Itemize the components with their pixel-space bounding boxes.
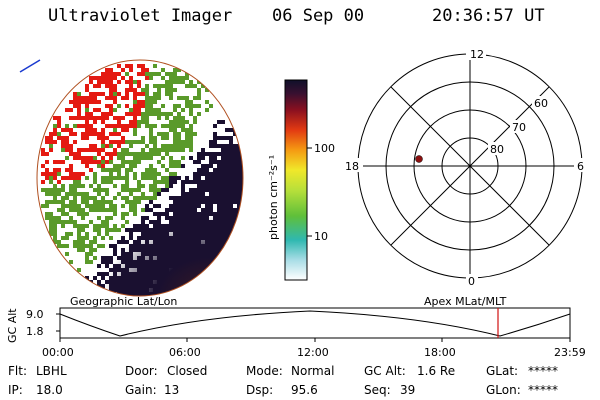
mlt-label-6: 6 xyxy=(577,160,584,173)
x-tick-1800: 18:00 xyxy=(424,346,456,359)
colorbar-tick-10: 10 xyxy=(314,230,328,243)
lat-label-70: 70 xyxy=(512,121,526,134)
ip-value: 18.0 xyxy=(36,383,63,397)
seq-value: 39 xyxy=(400,383,415,397)
altitude-curve xyxy=(59,310,571,337)
colorbar xyxy=(284,79,308,281)
time-label: 20:36:57 UT xyxy=(432,6,545,26)
glon-value: ***** xyxy=(528,383,558,397)
polar-grid xyxy=(357,53,583,279)
gc-alt-label: GC Alt: xyxy=(364,364,406,378)
x-tick-0000: 00:00 xyxy=(42,346,74,359)
gain-value: 13 xyxy=(164,383,179,397)
timeline-frame xyxy=(59,307,571,339)
lat-label-80: 80 xyxy=(490,143,504,156)
mlt-label-0: 0 xyxy=(468,275,475,288)
flt-label: Flt: xyxy=(8,364,27,378)
glat-label: GLat: xyxy=(486,364,518,378)
mlt-label-18: 18 xyxy=(345,160,359,173)
gc-alt-value: 1.6 Re xyxy=(417,364,455,378)
timeline-right-title: Apex MLat/MLT xyxy=(424,295,507,308)
uv-image xyxy=(37,60,243,296)
glat-value: ***** xyxy=(528,364,558,378)
dsp-value: 95.6 xyxy=(291,383,318,397)
mlt-label-12: 12 xyxy=(470,48,484,61)
ip-label: IP: xyxy=(8,383,23,397)
x-tick-1200: 12:00 xyxy=(297,346,329,359)
door-value: Closed xyxy=(167,364,207,378)
mode-value: Normal xyxy=(291,364,334,378)
lat-label-60: 60 xyxy=(534,97,548,110)
gain-label: Gain: xyxy=(125,383,157,397)
colorbar-unit-label: photon cm⁻²s⁻¹ xyxy=(267,155,280,240)
x-tick-2359: 23:59 xyxy=(554,346,586,359)
door-label: Door: xyxy=(125,364,158,378)
mode-label: Mode: xyxy=(246,364,283,378)
orientation-mark xyxy=(19,59,41,73)
dsp-label: Dsp: xyxy=(246,383,273,397)
seq-label: Seq: xyxy=(364,383,391,397)
flt-value: LBHL xyxy=(36,364,67,378)
timeline-y-label: GC Alt xyxy=(6,308,19,343)
instrument-title: Ultraviolet Imager xyxy=(48,6,233,26)
x-tick-0600: 06:00 xyxy=(169,346,201,359)
y-tick-9: 9.0 xyxy=(26,308,44,321)
colorbar-tick-100: 100 xyxy=(314,142,335,155)
disc-outline xyxy=(36,59,244,297)
glon-label: GLon: xyxy=(486,383,521,397)
y-tick-1-8: 1.8 xyxy=(26,325,44,338)
date-label: 06 Sep 00 xyxy=(272,6,365,26)
satellite-position-marker xyxy=(415,155,423,163)
timeline-left-title: Geographic Lat/Lon xyxy=(70,295,177,308)
